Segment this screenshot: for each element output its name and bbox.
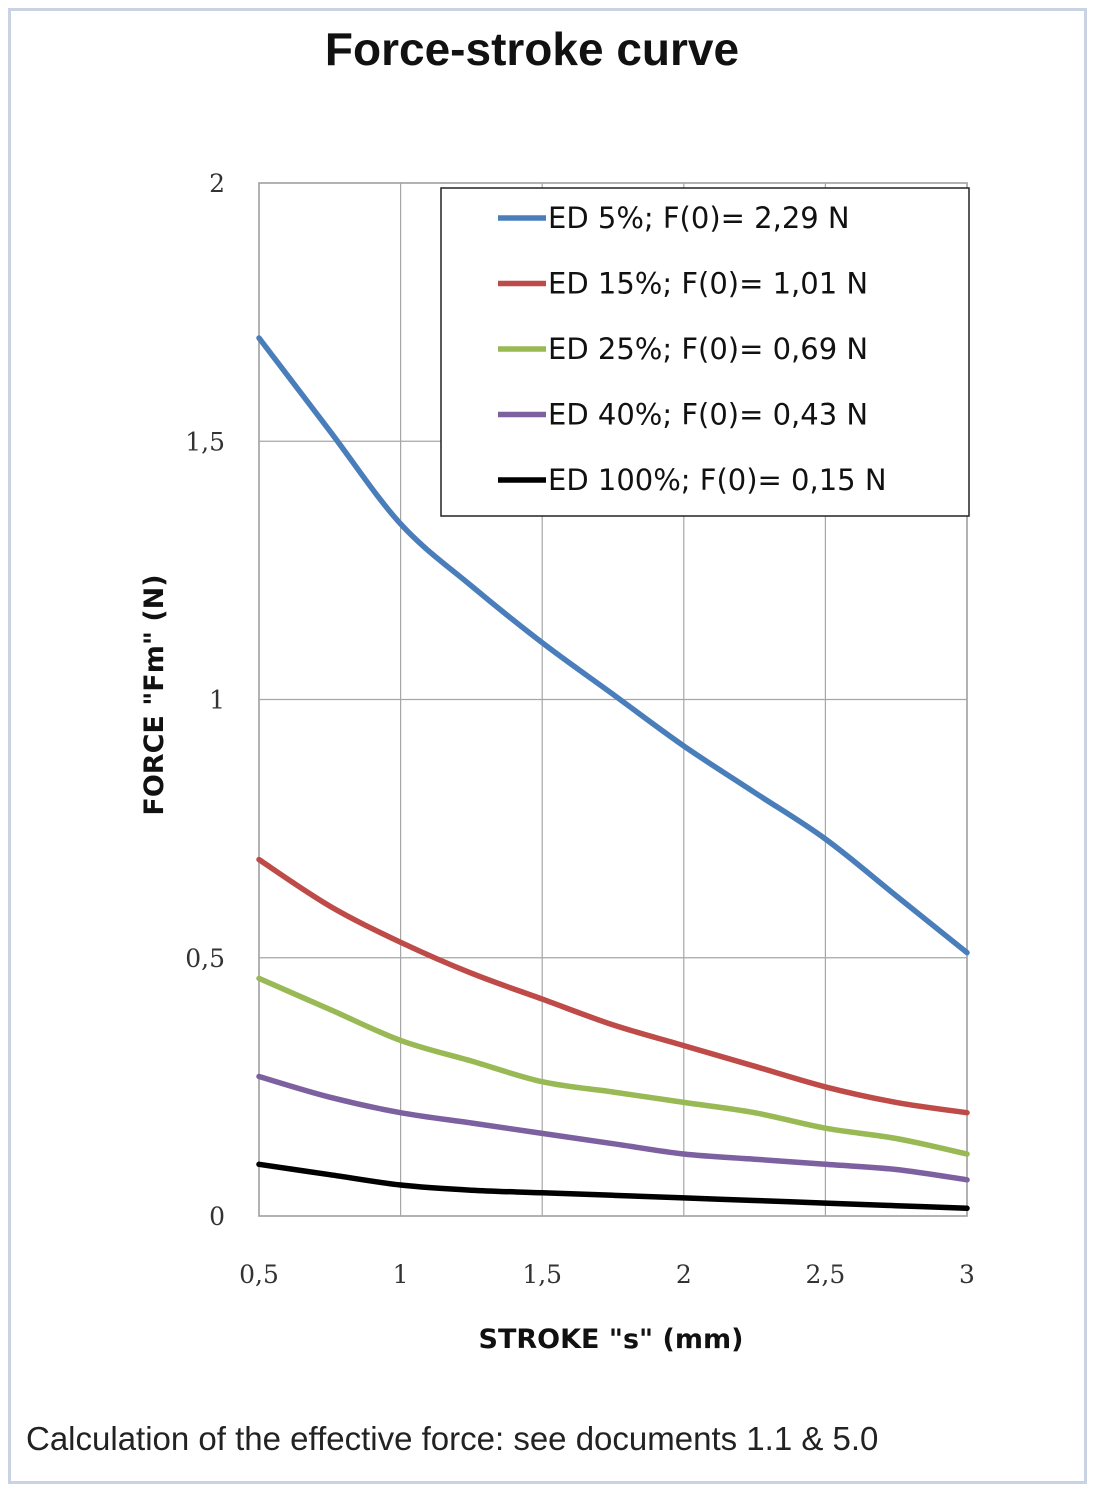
y-axis-title: FORCE "Fm" (N) [139, 574, 170, 815]
legend-label-4: ED 40%; F(0)= 0,43 N [548, 398, 868, 432]
x-tick-label: 1 [393, 1260, 409, 1289]
x-tick-label: 1,5 [522, 1260, 562, 1289]
legend: ED 5%; F(0)= 2,29 N ED 15%; F(0)= 1,01 N E… [440, 187, 970, 517]
y-tick-label: 1 [209, 686, 225, 715]
series-line-4 [256, 1073, 970, 1183]
tick-labels: 0,5 1 1,5 2 2,5 3 0 0,5 1 1,5 2 [185, 169, 975, 1289]
x-tick-label: 3 [959, 1260, 975, 1289]
chart-title: Force-stroke curve [324, 23, 740, 75]
y-tick-label: 2 [209, 169, 225, 198]
x-tick-label: 2,5 [806, 1260, 846, 1289]
legend-label-3: ED 25%; F(0)= 0,69 N [548, 332, 868, 366]
x-tick-label: 2 [676, 1260, 692, 1289]
legend-label-5: ED 100%; F(0)= 0,15 N [548, 463, 887, 497]
y-tick-label: 0 [209, 1202, 225, 1231]
x-tick-label: 0,5 [239, 1260, 279, 1289]
series-line-3 [256, 975, 970, 1157]
series-line-2 [256, 856, 970, 1116]
series-line-1 [256, 335, 970, 956]
series-line-5 [256, 1161, 970, 1212]
legend-label-1: ED 5%; F(0)= 2,29 N [548, 201, 850, 235]
series-layer [256, 335, 970, 1212]
y-tick-label: 1,5 [185, 427, 225, 456]
legend-box [440, 187, 970, 517]
caption: Calculation of the effective force: see … [26, 1420, 879, 1457]
legend-label-2: ED 15%; F(0)= 1,01 N [548, 267, 868, 301]
x-axis-title: STROKE "s" (mm) [479, 1324, 744, 1355]
y-tick-label: 0,5 [185, 944, 225, 973]
